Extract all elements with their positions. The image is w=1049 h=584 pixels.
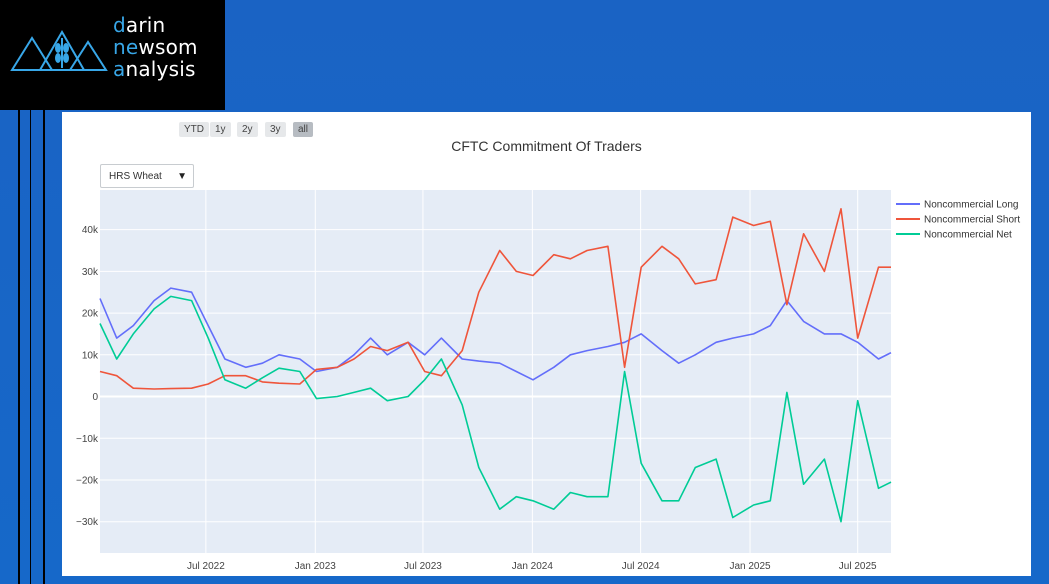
y-tick-label: −10k (76, 434, 99, 445)
y-tick-label: 30k (82, 267, 99, 278)
chart-svg: Jul 2022 Jan 2023 Jul 2023 Jan 2024 Jul 2024… (76, 190, 1020, 572)
decor-line-3 (43, 110, 45, 584)
legend-item: Noncommercial Net (924, 230, 1012, 241)
x-tick-label: Jan 2024 (512, 561, 554, 572)
y-tick-label: 10k (82, 350, 99, 361)
range-button-all[interactable]: all (293, 122, 314, 137)
range-button-1y[interactable]: 1y (210, 122, 231, 137)
short-series-line (99, 208, 891, 390)
legend-item: Noncommercial Short (924, 215, 1020, 226)
y-tick-label: 20k (82, 309, 99, 320)
mountain-logo-icon (10, 30, 108, 71)
chevron-down-icon: ▼ (177, 171, 187, 182)
x-tick-label: Jul 2025 (839, 561, 877, 572)
logo-text: darin newsom analysis (113, 13, 198, 81)
y-tick-label: −20k (76, 475, 99, 486)
x-tick-label: Jan 2023 (295, 561, 337, 572)
decor-line-2 (30, 110, 31, 584)
chart-panel: YTD 1y 2y 3y all CFTC Commitment Of Trad… (62, 112, 1031, 576)
commodity-dropdown[interactable]: HRS Wheat ▼ (100, 164, 194, 188)
x-tick-label: Jul 2024 (622, 561, 660, 572)
decor-line-1 (18, 110, 20, 584)
x-tick-label: Jul 2023 (404, 561, 442, 572)
y-tick-label: 0 (92, 392, 98, 403)
long-series-line (99, 287, 892, 381)
logo: darin newsom analysis (0, 0, 225, 110)
dropdown-selected-value: HRS Wheat (109, 171, 162, 182)
y-tick-label: 40k (82, 225, 99, 236)
chart-title: CFTC Commitment Of Traders (451, 138, 642, 154)
net-series-line (99, 295, 892, 523)
x-tick-label: Jul 2022 (187, 561, 225, 572)
range-button-ytd[interactable]: YTD (179, 122, 209, 137)
y-tick-label: −30k (76, 517, 99, 528)
plot-area (100, 190, 891, 553)
x-tick-label: Jan 2025 (729, 561, 771, 572)
legend-item: Noncommercial Long (924, 200, 1019, 211)
range-button-3y[interactable]: 3y (265, 122, 286, 137)
range-button-2y[interactable]: 2y (237, 122, 258, 137)
